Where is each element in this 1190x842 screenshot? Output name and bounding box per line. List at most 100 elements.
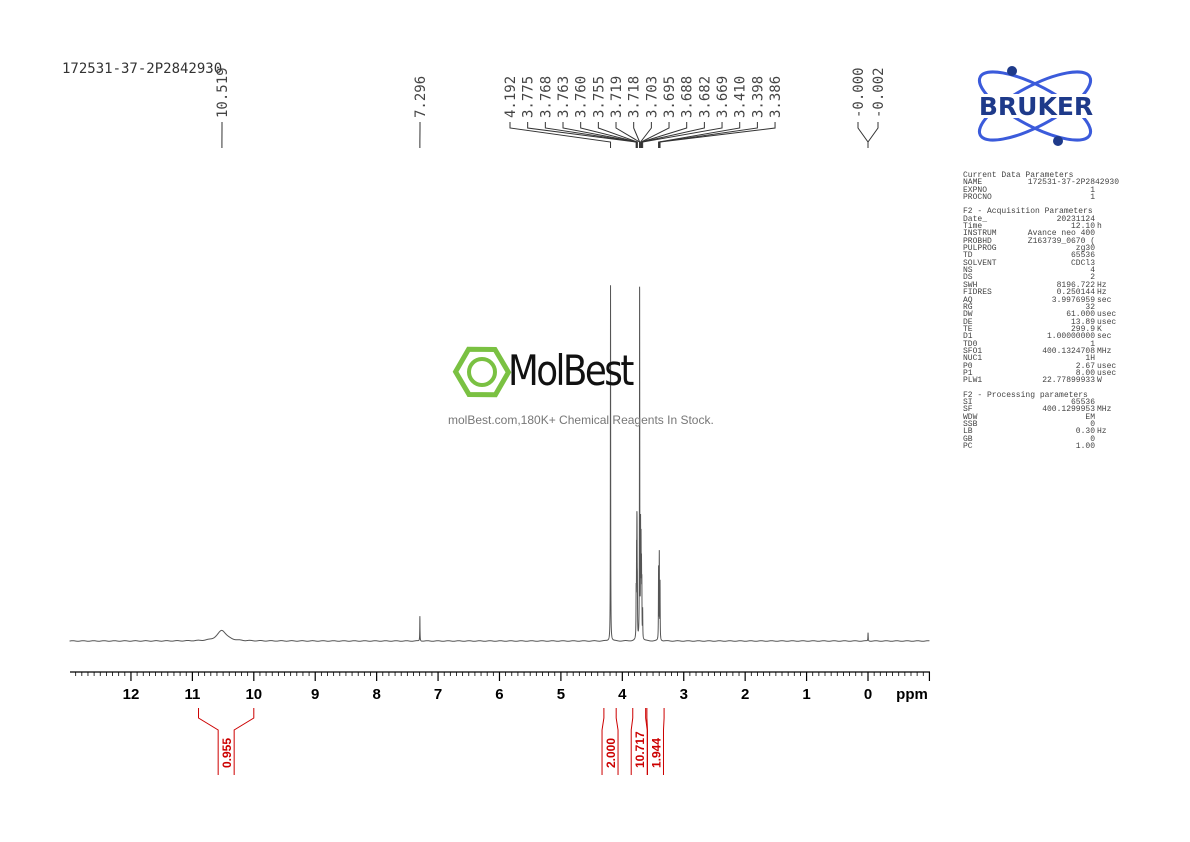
param-value: 65536	[1070, 251, 1095, 261]
param-key: Date_	[963, 214, 988, 224]
param-row: NAME 172531-37-2P2842930	[963, 179, 1123, 187]
param-value: 1.00	[1075, 442, 1095, 452]
param-key: SSB	[963, 420, 978, 429]
param-key: EXPNO	[963, 185, 988, 195]
param-key: TE	[963, 324, 973, 334]
param-unit: usec	[1097, 317, 1117, 327]
peak-label: -0.002	[871, 67, 887, 118]
param-value: 32	[1085, 302, 1095, 312]
peak-label: 3.718	[627, 76, 643, 118]
param-value: Avance neo 400	[1027, 229, 1095, 239]
param-row: SOLVENT CDCl3	[963, 259, 1123, 267]
peak-leader-line	[509, 122, 612, 148]
param-row: TE 299.9 K	[963, 324, 1123, 334]
param-unit: usec	[1097, 368, 1117, 378]
param-row: PULPROG zg30	[963, 244, 1123, 252]
param-row: Time 12.10 h	[963, 222, 1123, 230]
param-unit: K	[1097, 324, 1102, 334]
peak-label: 3.386	[768, 76, 784, 118]
param-value: 0.250144	[1056, 288, 1095, 298]
param-row: AQ 3.9976959 sec	[963, 295, 1123, 305]
peak-leader-line	[658, 122, 741, 148]
peak-label: 3.760	[574, 76, 590, 118]
param-value: Z163739_0670 (	[1027, 236, 1095, 246]
param-value: 0.30	[1075, 427, 1095, 437]
x-axis-label: ppm	[896, 686, 928, 703]
param-unit: sec	[1097, 295, 1112, 305]
watermark-tagline: molBest.com,180K+ Chemical Reagents In S…	[448, 413, 714, 427]
param-row: NUC1 1H	[963, 354, 1123, 364]
peak-label: 10.519	[215, 67, 231, 118]
param-value: 3.9976959	[1051, 295, 1095, 305]
peak-label: 3.719	[609, 76, 625, 118]
param-row: PROBHD Z163739_0670 (	[963, 236, 1123, 246]
param-unit: MHz	[1097, 346, 1112, 356]
param-row: DE 13.89 usec	[963, 317, 1123, 327]
param-key: GB	[963, 434, 973, 444]
param-row: DS 2	[963, 274, 1123, 282]
param-row: P0 2.67 usec	[963, 361, 1123, 371]
peak-leader-line	[659, 122, 776, 148]
param-row: P1 8.00 usec	[963, 368, 1123, 378]
param-row: PROCNO 1	[963, 193, 1123, 201]
integral-value: 2.000	[604, 738, 618, 768]
param-key: P1	[963, 368, 973, 378]
param-unit: usec	[1097, 361, 1117, 371]
param-key: P0	[963, 361, 973, 371]
peak-label: 3.768	[538, 76, 554, 118]
param-key: SF	[963, 405, 973, 415]
x-tick-label: 3	[680, 686, 688, 703]
param-value: 0	[1090, 434, 1095, 444]
bruker-logo-text: BRUKER	[979, 92, 1093, 121]
param-section-title: F2 - Acquisition Parameters	[963, 207, 1093, 217]
param-row: PLW1 22.77899933 W	[963, 376, 1123, 386]
param-row: GB 0	[963, 434, 1123, 444]
param-row: DW 61.000 usec	[963, 310, 1123, 320]
param-row: WDW EM	[963, 413, 1123, 421]
param-row: FIDRES 0.250144 Hz	[963, 288, 1123, 298]
param-value: 400.1324708	[1042, 346, 1095, 356]
integral-value: 10.717	[633, 731, 647, 768]
param-key: PROBHD	[963, 236, 992, 246]
param-key: DE	[963, 317, 973, 327]
integral-value: 1.944	[649, 738, 663, 768]
param-value: 2.67	[1075, 361, 1095, 371]
peak-label: 4.192	[503, 76, 519, 118]
param-unit: Hz	[1097, 280, 1107, 290]
peak-leader-line	[527, 122, 637, 148]
peak-label: 3.755	[591, 76, 607, 118]
benzene-icon	[452, 346, 512, 398]
param-key: SFO1	[963, 346, 983, 356]
bruker-logo: BRUKER	[957, 66, 1115, 146]
x-tick-label: 5	[557, 686, 565, 703]
param-unit: W	[1097, 376, 1102, 386]
peak-label: 3.775	[521, 76, 537, 118]
param-value: 0	[1090, 420, 1095, 429]
x-tick-label: 7	[434, 686, 442, 703]
param-key: NS	[963, 266, 973, 276]
param-key: DW	[963, 310, 973, 320]
peak-labels: 10.519 7.296 4.192 3.775 3.768 3.763 3.760 3.75…	[215, 67, 887, 148]
param-key: NUC1	[963, 354, 983, 364]
x-tick-label: 1	[802, 686, 810, 703]
param-unit: Hz	[1097, 288, 1107, 298]
x-tick-label: 9	[311, 686, 319, 703]
x-tick-label: 8	[372, 686, 380, 703]
param-row: INSTRUM Avance neo 400	[963, 229, 1123, 239]
param-row: SWH 8196.722 Hz	[963, 280, 1123, 290]
param-unit: usec	[1097, 310, 1117, 320]
peak-label: -0.000	[851, 67, 867, 118]
param-row: SI 65536	[963, 398, 1123, 406]
param-key: INSTRUM	[963, 229, 997, 239]
param-key: RG	[963, 302, 973, 312]
peak-label: 3.695	[662, 76, 678, 118]
param-row: Date_ 20231124	[963, 214, 1123, 224]
param-value: 1	[1090, 185, 1095, 195]
x-tick-label: 12	[123, 686, 140, 703]
param-value: 8196.722	[1056, 280, 1095, 290]
param-key: PC	[963, 442, 973, 452]
peak-label: 3.682	[697, 76, 713, 118]
param-key: TD	[963, 251, 973, 261]
peak-label: 3.763	[556, 76, 572, 118]
